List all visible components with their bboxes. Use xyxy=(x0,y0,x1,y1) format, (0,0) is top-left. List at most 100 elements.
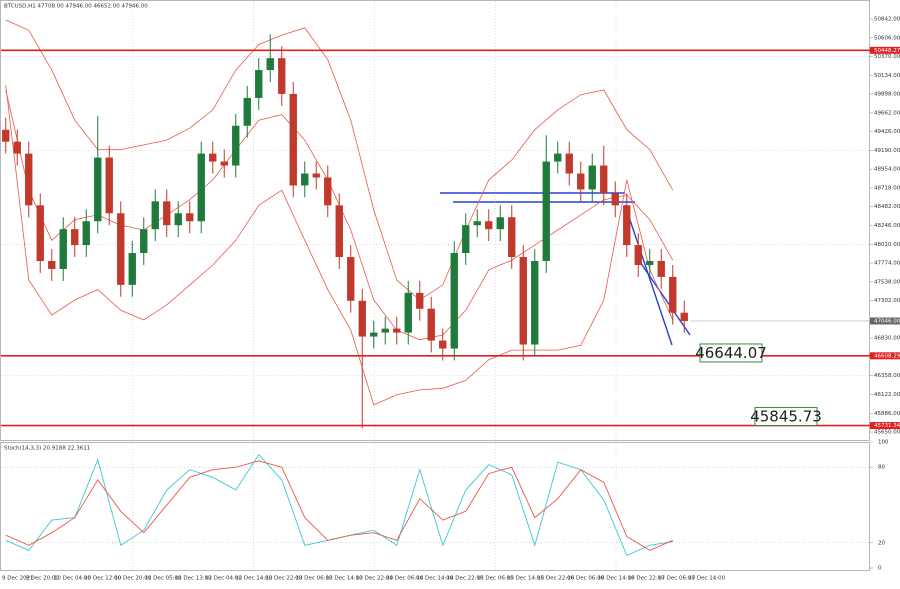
candle-body xyxy=(439,340,447,349)
x-tick-label: 11 Dec 05:00 xyxy=(145,576,182,582)
x-tick-label: 14 Dec 14:00 xyxy=(416,576,453,582)
candle-body xyxy=(358,300,366,337)
candle-body xyxy=(600,165,608,194)
candle-body xyxy=(427,308,435,341)
y-tick-label: 48482.00 xyxy=(874,204,900,210)
y-tick-label: 46358.00 xyxy=(874,373,900,379)
bollinger-lower xyxy=(5,85,674,406)
candle-body xyxy=(255,70,263,98)
candle-body xyxy=(416,292,424,309)
candle-body xyxy=(393,328,401,333)
level-label-box xyxy=(870,422,900,430)
x-tick-label: 16 Dec 22:00 xyxy=(628,576,665,582)
x-tick-label: 14 Dec 22:00 xyxy=(447,576,484,582)
annotation-box xyxy=(699,343,763,363)
x-tick-label: 16 Dec 06:00 xyxy=(567,576,604,582)
candle-body xyxy=(174,213,182,226)
x-tick-label: 9 Dec 2021 xyxy=(2,576,34,582)
y-tick-label: 50134.00 xyxy=(874,73,900,79)
candle-body xyxy=(324,177,332,206)
candle-body xyxy=(623,205,631,246)
candle-body xyxy=(347,257,355,301)
y-tick-label: 50370.00 xyxy=(874,54,900,60)
candle-body xyxy=(646,261,654,265)
y-tick-label: 47774.00 xyxy=(874,261,900,267)
candle-body xyxy=(232,125,240,166)
candle-body xyxy=(496,217,504,230)
x-tick-label: 17 Dec 06:00 xyxy=(658,576,695,582)
candle-body xyxy=(554,153,562,162)
candle-body xyxy=(680,312,688,321)
y-tick-label: 46830.00 xyxy=(874,336,900,342)
indicator-tick-label: 20 xyxy=(878,540,885,546)
candle-body xyxy=(128,253,136,285)
candle-body xyxy=(36,205,44,262)
candle-body xyxy=(140,229,148,254)
candle-body xyxy=(531,261,539,345)
candle-body xyxy=(669,276,677,313)
candle-body xyxy=(59,229,67,269)
y-tick-label: 47302.00 xyxy=(874,298,900,304)
x-tick-label: 13 Dec 22:00 xyxy=(356,576,393,582)
candle-body xyxy=(163,201,171,226)
candle-body xyxy=(611,193,619,206)
y-tick-label: 45886.00 xyxy=(874,411,900,417)
candle-body xyxy=(519,257,527,345)
annotation-box xyxy=(754,406,818,426)
candle-body xyxy=(151,201,159,230)
indicator-tick-label: 0 xyxy=(878,566,882,572)
y-tick-label: 50606.00 xyxy=(874,35,900,41)
candle-body xyxy=(105,157,113,214)
x-tick-label: 15 Dec 22:00 xyxy=(537,576,574,582)
candle-body xyxy=(209,153,217,162)
candle-body xyxy=(462,225,470,254)
candle-body xyxy=(312,173,320,178)
y-tick-label: 46122.00 xyxy=(874,392,900,398)
current-price-label: 47046.00 xyxy=(874,318,900,324)
candle-body xyxy=(657,261,665,277)
x-tick-label: 12 Dec 14:00 xyxy=(235,576,272,582)
indicator-tick-label: 80 xyxy=(878,465,885,471)
candle-body xyxy=(186,213,194,222)
candle-body xyxy=(243,97,251,126)
y-tick-label: 47538.00 xyxy=(874,279,900,285)
y-tick-label: 48954.00 xyxy=(874,167,900,173)
candle-body xyxy=(588,165,596,190)
x-tick-label: 12 Dec 04:00 xyxy=(205,576,242,582)
indicator-tick-label: 100 xyxy=(878,440,889,446)
indicator-title: Stoch(14,3,3) 20.9188 22.3611 xyxy=(4,446,90,452)
x-tick-label: 16 Dec 14:00 xyxy=(598,576,635,582)
main-frame xyxy=(0,0,870,441)
annotation-label: 46644.07 xyxy=(695,344,767,362)
candle-body xyxy=(577,173,585,190)
candle-body xyxy=(289,93,297,186)
x-tick-label: 9 Dec 20:00 xyxy=(25,576,59,582)
x-tick-label: 13 Dec 06:00 xyxy=(296,576,333,582)
y-tick-label: 48246.00 xyxy=(874,223,900,229)
level-label: 45731.34 xyxy=(874,423,900,429)
candle-body xyxy=(508,217,516,258)
x-tick-label: 15 Dec 14:00 xyxy=(507,576,544,582)
candle-body xyxy=(71,229,79,246)
candle-body xyxy=(94,157,102,222)
y-tick-label: 50842.00 xyxy=(874,17,900,23)
x-tick-label: 13 Dec 14:00 xyxy=(326,576,363,582)
candle-body xyxy=(220,161,228,166)
x-tick-label: 11 Dec 13:00 xyxy=(175,576,212,582)
y-tick-label: 49426.00 xyxy=(874,129,900,135)
candle-body xyxy=(381,328,389,333)
bollinger-upper xyxy=(5,19,674,301)
candle-body xyxy=(634,245,642,265)
x-tick-label: 12 Dec 22:00 xyxy=(265,576,302,582)
current-price-box xyxy=(870,317,900,325)
candle-body xyxy=(473,221,481,226)
candle-body xyxy=(404,292,412,333)
candle-body xyxy=(542,161,550,262)
x-tick-label: 10 Dec 04:00 xyxy=(54,576,91,582)
candle-body xyxy=(197,153,205,222)
candle-body xyxy=(13,141,21,154)
candle-body xyxy=(335,205,343,258)
y-tick-label: 49662.00 xyxy=(874,110,900,116)
